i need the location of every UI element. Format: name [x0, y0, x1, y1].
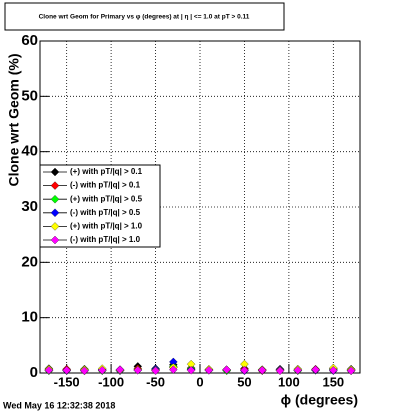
point — [44, 366, 54, 375]
point — [204, 366, 214, 375]
legend-marker — [50, 181, 60, 190]
legend-label: (-) with pT/|q| > 0.1 — [70, 181, 141, 190]
y-tick-label: 30 — [21, 198, 38, 215]
point — [311, 365, 320, 374]
legend-label: (-) with pT/|q| > 0.5 — [70, 208, 141, 217]
point — [98, 366, 107, 375]
legend-marker — [50, 235, 60, 245]
legend-label: (+) with pT/|q| > 1.0 — [70, 222, 143, 231]
point — [275, 366, 285, 375]
legend-box — [39, 164, 161, 248]
timestamp: Wed May 16 12:32:38 2018 — [3, 400, 115, 410]
y-tick-label: 20 — [21, 253, 38, 270]
x-tick-label: 100 — [278, 374, 300, 389]
point — [62, 366, 71, 375]
x-tick-label: -100 — [98, 374, 124, 389]
point — [115, 365, 125, 374]
legend-marker — [50, 208, 60, 218]
point — [329, 366, 338, 375]
point — [346, 366, 356, 375]
x-tick-label: 0 — [196, 374, 203, 389]
point — [258, 366, 267, 375]
y-tick-label: 0 — [30, 364, 38, 381]
y-tick-label: 60 — [21, 32, 38, 49]
y-tick-label: 50 — [21, 87, 38, 104]
point — [186, 366, 196, 375]
chart-title: Clone wrt Geom for Primary vs φ (degrees… — [39, 14, 250, 21]
legend-label: (-) with pT/|q| > 1.0 — [70, 235, 141, 244]
legend-label: (+) with pT/|q| > 0.1 — [70, 167, 143, 176]
y-axis-label: Clone wrt Geom (%) — [6, 53, 22, 186]
point — [222, 365, 231, 374]
x-tick-label: 150 — [322, 374, 344, 389]
title-box — [4, 2, 285, 31]
point — [169, 365, 178, 374]
x-tick-label: 50 — [237, 374, 251, 389]
point — [133, 366, 142, 375]
point — [240, 366, 249, 375]
point — [151, 366, 160, 375]
legend-marker — [50, 167, 60, 177]
legend-marker — [50, 222, 60, 231]
x-tick-label: -50 — [146, 374, 165, 389]
point — [80, 366, 89, 375]
x-axis-label: ϕ (degrees) — [281, 392, 358, 408]
y-tick-label: 40 — [21, 143, 38, 160]
x-tick-label: -150 — [54, 374, 80, 389]
y-tick-label: 10 — [21, 309, 38, 326]
legend-marker — [50, 194, 60, 204]
point — [293, 366, 302, 375]
legend-label: (+) with pT/|q| > 0.5 — [70, 194, 143, 203]
